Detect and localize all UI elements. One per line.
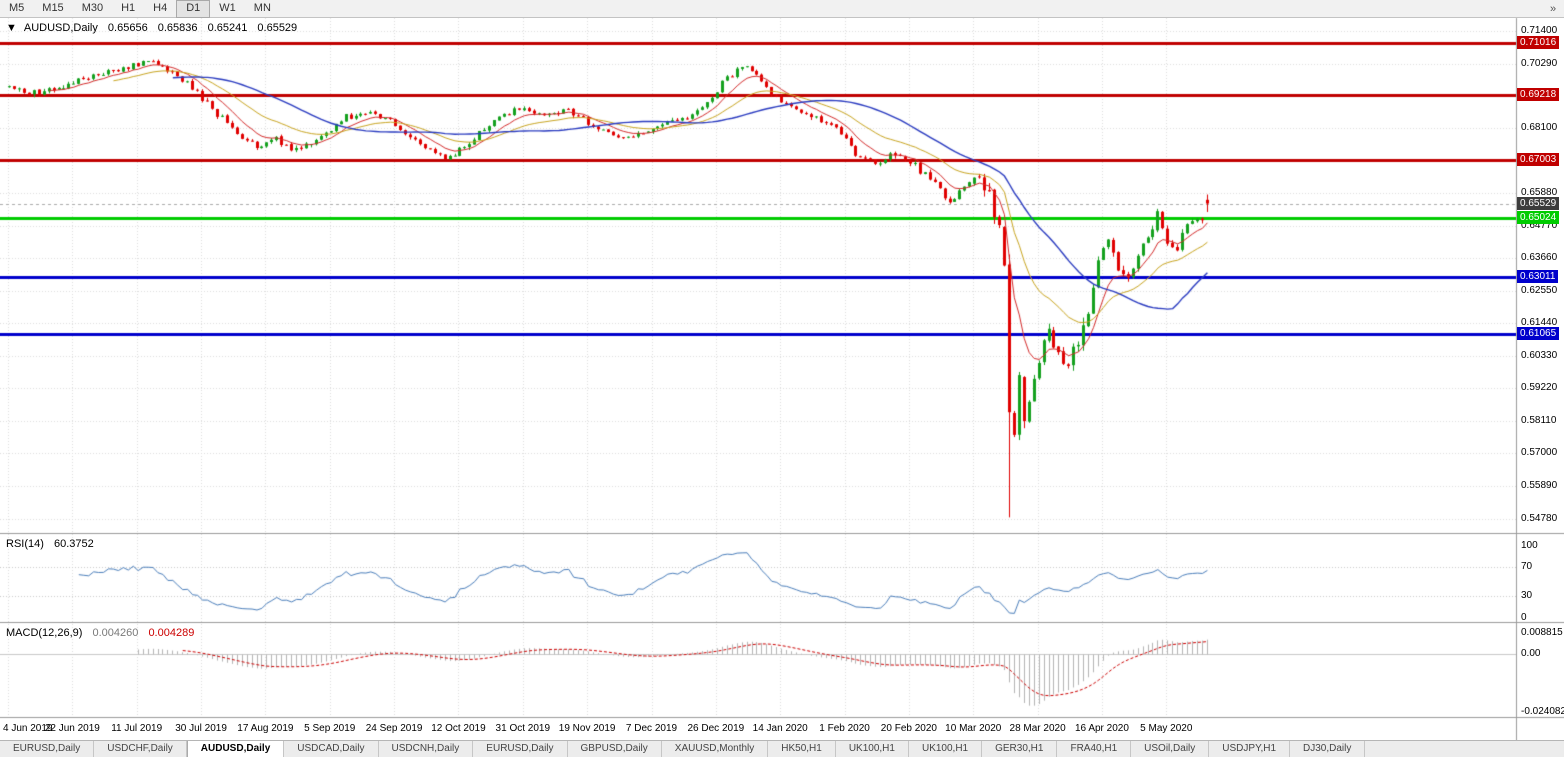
date-label: 4 Jun 2019 [3, 723, 53, 734]
chart-tab-dj30-daily[interactable]: DJ30,Daily [1290, 741, 1366, 757]
date-label: 30 Jul 2019 [175, 723, 227, 734]
timeframe-button-m5[interactable]: M5 [9, 1, 25, 14]
time-axis: 4 Jun 2019 22 Jun 2019 11 Jul 2019 30 Jul 2… [0, 718, 1516, 740]
ohlc-high: 0.65836 [157, 22, 198, 34]
date-label: 26 Dec 2019 [687, 723, 745, 734]
macd-main-value: 0.004260 [92, 627, 139, 639]
chart-canvas[interactable] [0, 0, 1564, 740]
chart-tab-usdjpy-h1[interactable]: USDJPY,H1 [1209, 741, 1291, 757]
chart-symbol-label: AUDUSD,Daily [23, 22, 98, 34]
chart-tab-uk100-h1[interactable]: UK100,H1 [909, 741, 983, 757]
date-label: 1 Feb 2020 [819, 723, 870, 734]
chart-tab-ger30-h1[interactable]: GER30,H1 [982, 741, 1058, 757]
date-label: 10 Mar 2020 [945, 723, 1002, 734]
chart-collapse-icon[interactable]: ▼ [6, 22, 17, 34]
macd-indicator-header: MACD(12,26,9) 0.004260 0.004289 [6, 627, 201, 639]
timeframe-button-m15[interactable]: M15 [42, 1, 64, 14]
rsi-value: 60.3752 [53, 538, 94, 550]
timeframe-button-w1[interactable]: W1 [219, 1, 236, 14]
ohlc-close: 0.65529 [257, 22, 298, 34]
date-label: 28 Mar 2020 [1009, 723, 1066, 734]
timeframe-button-d1[interactable]: D1 [176, 0, 211, 18]
macd-label: MACD(12,26,9) [6, 627, 83, 639]
toolbar-overflow-icon[interactable]: » [1549, 2, 1557, 15]
timeframe-button-mn[interactable]: MN [253, 1, 271, 14]
chart-tab-fra40-h1[interactable]: FRA40,H1 [1057, 741, 1132, 757]
date-label: 5 May 2020 [1140, 723, 1193, 734]
timeframe-button-h4[interactable]: H4 [153, 1, 168, 14]
chart-tab-uk100-h1[interactable]: UK100,H1 [836, 741, 909, 757]
date-label: 14 Jan 2020 [752, 723, 808, 734]
date-label: 16 Apr 2020 [1074, 723, 1129, 734]
chart-tab-xauusd-monthly[interactable]: XAUUSD,Monthly [662, 741, 769, 757]
date-label: 20 Feb 2020 [880, 723, 937, 734]
macd-signal-value: 0.004289 [148, 627, 195, 639]
timeframe-button-group: M5 M15 M30 H1 H4 D1 W1 MN [0, 0, 280, 18]
chart-tab-audusd-daily[interactable]: AUDUSD,Daily [186, 741, 285, 757]
ohlc-low: 0.65241 [207, 22, 248, 34]
chart-tab-gbpusd-daily[interactable]: GBPUSD,Daily [568, 741, 662, 757]
timeframe-button-h1[interactable]: H1 [121, 1, 136, 14]
date-label: 17 Aug 2019 [237, 723, 294, 734]
chart-tab-usoil-daily[interactable]: USOil,Daily [1131, 741, 1210, 757]
date-label: 7 Dec 2019 [625, 723, 678, 734]
timeframe-toolbar: M5 M15 M30 H1 H4 D1 W1 MN » [0, 0, 1564, 18]
chart-tab-usdcnh-daily[interactable]: USDCNH,Daily [379, 741, 474, 757]
timeframe-button-m30[interactable]: M30 [81, 1, 104, 14]
date-label: 12 Oct 2019 [431, 723, 486, 734]
chart-tab-usdchf-daily[interactable]: USDCHF,Daily [94, 741, 187, 757]
chart-tabs-bar: EURUSD,Daily USDCHF,Daily AUDUSD,Daily USDC… [0, 740, 1564, 757]
chart-tab-eurusd-daily[interactable]: EURUSD,Daily [0, 741, 95, 757]
date-label: 22 Jun 2019 [44, 723, 100, 734]
chart-title: ▼ AUDUSD,Daily 0.65656 0.65836 0.65241 0.… [6, 22, 304, 34]
rsi-indicator-header: RSI(14) 60.3752 [6, 538, 101, 550]
date-label: 19 Nov 2019 [558, 723, 616, 734]
chart-tab-usdcad-daily[interactable]: USDCAD,Daily [284, 741, 379, 757]
date-label: 24 Sep 2019 [365, 723, 423, 734]
chart-tab-hk50-h1[interactable]: HK50,H1 [768, 741, 836, 757]
date-label: 5 Sep 2019 [304, 723, 356, 734]
date-label: 11 Jul 2019 [111, 723, 163, 734]
rsi-label: RSI(14) [6, 538, 44, 550]
ohlc-open: 0.65656 [107, 22, 148, 34]
date-label: 31 Oct 2019 [495, 723, 551, 734]
chart-tab-eurusd-daily[interactable]: EURUSD,Daily [473, 741, 568, 757]
